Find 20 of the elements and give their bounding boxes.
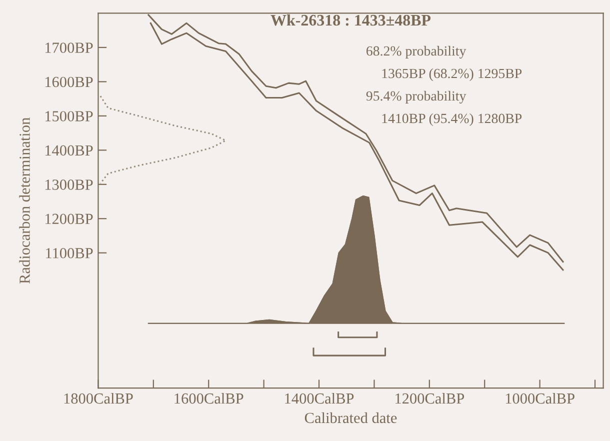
annotation: 1365BP (68.2%) 1295BP: [382, 68, 522, 82]
y-axis-title: Radiocarbon determination: [19, 118, 30, 284]
x-tick-label: 1200CalBP: [396, 392, 464, 404]
y-tick-label: 1600BP: [45, 76, 93, 88]
x-axis-title: Calibrated date: [304, 412, 397, 424]
x-tick-label: 1000CalBP: [506, 392, 574, 404]
y-tick-label: 1200BP: [45, 214, 93, 224]
y-tick-label: 1300BP: [45, 180, 93, 190]
chart-title: Wk-26318 : 1433±48BP: [270, 14, 431, 26]
line-series: [100, 95, 226, 184]
annotation: 68.2% probability: [366, 46, 466, 59]
y-tick-label: 1500BP: [45, 111, 93, 122]
annotation: 95.4% probability: [366, 90, 466, 104]
x-tick-label: 1400CalBP: [285, 392, 354, 404]
y-tick-label: 1100BP: [46, 248, 93, 258]
x-tick-label: 1800CalBP: [64, 392, 133, 404]
annotation: 1410BP (95.4%) 1280BP: [382, 113, 522, 126]
x-tick-label: 1600CalBP: [174, 392, 244, 404]
y-tick-label: 1700BP: [45, 42, 93, 53]
y-tick-label: 1400BP: [45, 145, 93, 156]
